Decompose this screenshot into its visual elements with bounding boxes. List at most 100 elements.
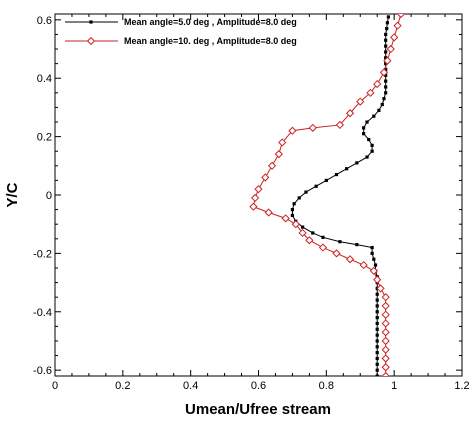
- legend: Mean angle=5.0 deg , Amplitude=8.0 deg Me…: [65, 17, 297, 46]
- series-1-point: [372, 114, 376, 118]
- series-1-point: [375, 316, 379, 320]
- series-1-point: [375, 304, 379, 308]
- series-1-point: [375, 327, 379, 331]
- series-1-point: [384, 67, 388, 72]
- series-1-point: [355, 161, 359, 165]
- series-2-point: [298, 228, 307, 238]
- series-1-point: [384, 32, 388, 37]
- series-2-point: [267, 161, 277, 170]
- series-layer: [249, 14, 406, 376]
- series-1-point: [386, 15, 391, 19]
- series-2-point: [373, 275, 382, 284]
- plot-frame: [54, 13, 463, 377]
- series-2-point: [381, 354, 390, 363]
- series-1-point: [362, 126, 366, 130]
- series-2-point: [288, 126, 297, 135]
- y-tick-label: -0.6: [33, 365, 52, 377]
- series-2-point: [381, 293, 390, 302]
- series-1-point: [384, 38, 388, 42]
- x-tick-label: 0.2: [115, 380, 130, 392]
- series-1-point: [384, 44, 388, 48]
- series-2-point: [396, 14, 406, 19]
- y-tick-label: 0.4: [37, 73, 52, 85]
- series-1-point: [370, 149, 374, 153]
- series-1-point: [375, 345, 379, 349]
- series-1-point: [375, 292, 379, 296]
- y-tick-label: -0.2: [33, 248, 52, 260]
- series-1-point: [292, 202, 296, 206]
- series-2-point: [249, 202, 258, 211]
- series-2-point: [390, 33, 399, 42]
- y-tick-label: -0.4: [33, 307, 52, 319]
- series-2-point: [332, 249, 341, 258]
- series-1-point: [370, 143, 374, 147]
- series-2-point: [381, 328, 390, 337]
- series-1-point: [384, 91, 388, 95]
- legend-marker-1: [89, 20, 93, 24]
- series-2-point: [381, 301, 390, 311]
- series-1-point: [375, 321, 379, 326]
- series-1-point: [338, 240, 342, 244]
- series-1-point: [384, 79, 388, 83]
- series-2-line: [252, 14, 402, 376]
- series-2: [249, 14, 406, 376]
- series-1-point: [365, 120, 369, 124]
- series-1-point: [375, 362, 379, 366]
- series-2-point: [359, 260, 368, 270]
- series-2-point: [369, 266, 378, 276]
- series-1: [290, 15, 391, 376]
- series-2-point: [379, 68, 389, 77]
- series-2-point: [305, 236, 314, 245]
- series-2-point: [393, 21, 402, 30]
- series-2-point: [318, 243, 328, 252]
- series-1-point: [385, 21, 389, 25]
- y-tick-label: 0.6: [37, 15, 52, 27]
- series-1-point: [384, 62, 388, 66]
- x-tick-label: 0.4: [183, 380, 198, 392]
- y-tick-label: 0: [46, 190, 52, 202]
- series-2-point: [274, 150, 283, 159]
- series-1-point: [362, 132, 366, 136]
- series-2-point: [386, 44, 395, 54]
- series-1-point: [375, 310, 379, 314]
- legend-label-1: Mean angle=5.0 deg , Amplitude=8.0 deg: [124, 17, 297, 27]
- series-1-point: [321, 235, 325, 239]
- series-2-point: [264, 208, 273, 217]
- series-1-point: [290, 213, 295, 218]
- series-2-point: [356, 97, 365, 106]
- series-2-point: [381, 345, 390, 354]
- series-2-point: [251, 193, 260, 203]
- series-1-point: [375, 298, 379, 302]
- series-1-point: [370, 245, 374, 250]
- y-tick-label: 0.2: [37, 132, 52, 144]
- series-2-point: [278, 138, 287, 147]
- legend-marker-2: [86, 36, 96, 46]
- series-1-point: [334, 172, 339, 177]
- legend-label-2: Mean angle=10. deg , Amplitude=8.0 deg: [124, 36, 297, 46]
- series-1-point: [384, 73, 388, 77]
- x-axis-title: Umean/Ufree stream: [185, 401, 331, 418]
- series-2-point: [335, 120, 345, 130]
- series-1-point: [375, 333, 379, 337]
- series-2-point: [381, 371, 390, 376]
- series-2-point: [308, 123, 317, 132]
- series-2-point: [254, 185, 263, 194]
- series-1-point: [373, 263, 378, 267]
- series-2-point: [383, 56, 392, 65]
- series-2-point: [381, 363, 390, 372]
- ticks-layer: 0 0.2 0.4 0.6 0.8 1 1.2 -0.6 -0.4 -0.2 0 0.2 0.4 0.6: [33, 14, 470, 392]
- series-1-point: [375, 339, 379, 343]
- x-tick-label: 0.6: [251, 380, 266, 392]
- series-2-point: [281, 214, 290, 223]
- series-2-point: [345, 109, 355, 118]
- x-tick-label: 0.8: [319, 380, 334, 392]
- x-tick-label: 0: [52, 380, 58, 392]
- series-1-point: [311, 231, 315, 235]
- series-1-point: [375, 356, 379, 361]
- series-2-point: [291, 220, 300, 229]
- x-tick-label: 1.2: [454, 380, 469, 392]
- series-1-point: [384, 85, 388, 89]
- series-1-point: [384, 56, 388, 60]
- y-axis-title: Y/C: [4, 182, 21, 207]
